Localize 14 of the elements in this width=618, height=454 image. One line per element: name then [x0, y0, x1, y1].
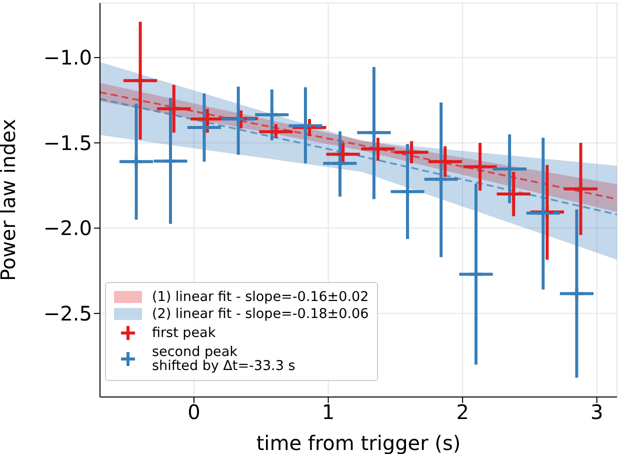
x-tick-label: 0: [188, 400, 200, 424]
legend-label: (1) linear fit - slope=-0.16±0.02: [152, 289, 369, 305]
y-axis-title: Power law index: [0, 118, 20, 282]
x-tick-label: 2: [456, 400, 469, 424]
y-tick-label: −2.0: [43, 216, 92, 240]
legend-label: (2) linear fit - slope=-0.18±0.06: [152, 306, 369, 322]
y-tick-label: −2.5: [43, 302, 92, 326]
legend-label: second peak shifted by Δt=-33.3 s: [152, 344, 296, 374]
y-tick-label: −1.0: [43, 46, 92, 70]
legend-label: first peak: [152, 325, 216, 341]
y-tick-label: −1.5: [43, 130, 92, 155]
x-axis-title: time from trigger (s): [256, 431, 461, 454]
x-tick-label: 3: [590, 400, 604, 424]
x-tick-label: 1: [322, 400, 335, 424]
